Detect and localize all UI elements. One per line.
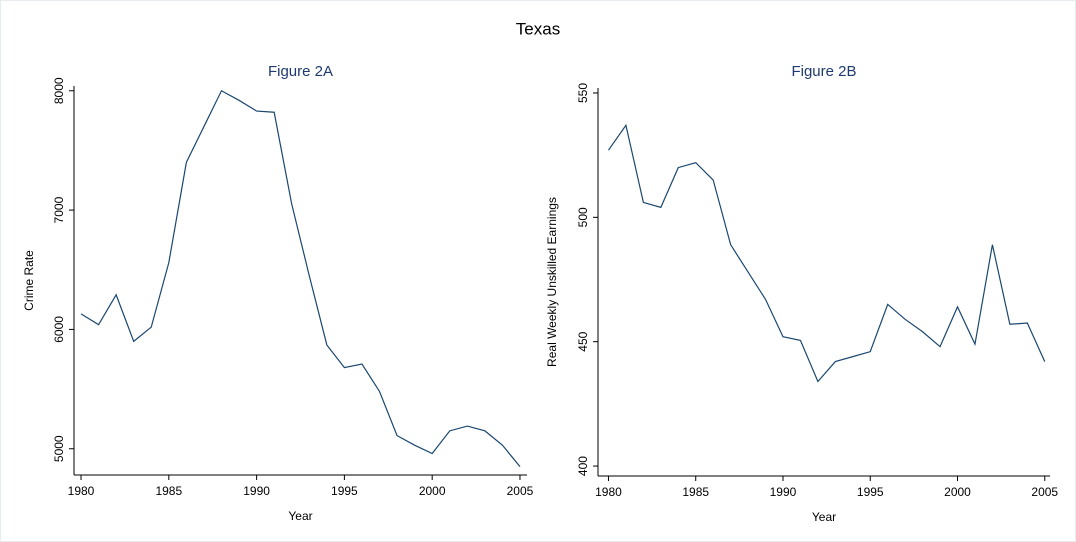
x-tick-label: 1995 xyxy=(331,484,358,498)
x-tick-label: 2005 xyxy=(1031,485,1058,499)
chart-title: Figure 2A xyxy=(268,63,333,80)
x-tick-label: 1990 xyxy=(770,485,797,499)
y-tick-label: 450 xyxy=(576,331,590,351)
y-axis-title: Crime Rate xyxy=(22,250,36,311)
y-tick-label: 550 xyxy=(576,83,590,103)
x-tick-label: 1995 xyxy=(857,485,884,499)
x-axis-title: Year xyxy=(812,510,836,524)
figure-title: Texas xyxy=(516,19,560,38)
x-tick-label: 1980 xyxy=(68,484,95,498)
x-axis-title: Year xyxy=(288,509,312,523)
x-tick-label: 2005 xyxy=(507,484,534,498)
x-tick-label: 2000 xyxy=(419,484,446,498)
y-tick-label: 5000 xyxy=(52,435,66,462)
y-tick-label: 400 xyxy=(576,456,590,476)
x-tick-label: 1980 xyxy=(595,485,622,499)
y-tick-label: 8000 xyxy=(52,77,66,104)
data-line xyxy=(80,89,521,468)
y-axis-title: Real Weekly Unskilled Earnings xyxy=(545,197,559,367)
x-tick-label: 1985 xyxy=(682,485,709,499)
data-line xyxy=(607,123,1046,383)
x-tick-label: 1990 xyxy=(243,484,270,498)
y-tick-label: 7000 xyxy=(52,196,66,223)
y-tick-label: 500 xyxy=(576,207,590,227)
chart-title: Figure 2B xyxy=(791,63,856,80)
x-tick-label: 1985 xyxy=(155,484,182,498)
x-tick-label: 2000 xyxy=(944,485,971,499)
y-tick-label: 6000 xyxy=(52,316,66,343)
